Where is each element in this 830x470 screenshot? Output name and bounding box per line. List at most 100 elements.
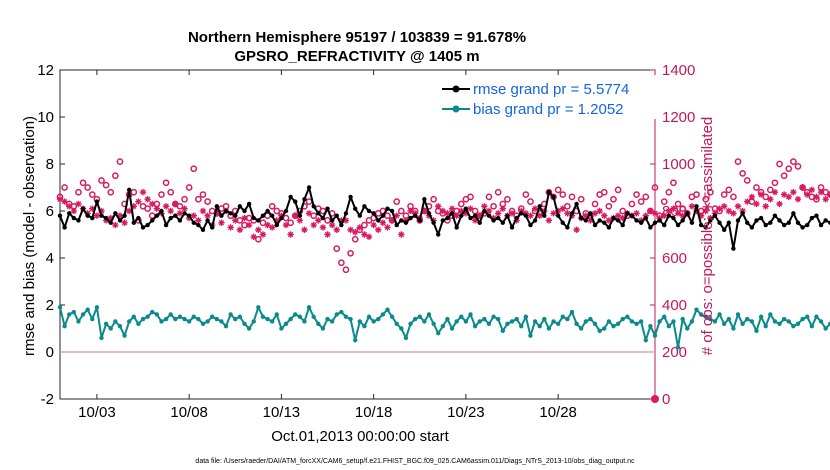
rmse-point	[117, 218, 123, 223]
bias-point	[486, 321, 492, 326]
rmse-point	[574, 201, 579, 207]
rmse-point	[131, 220, 136, 225]
obs-possible-point	[204, 198, 211, 205]
rmse-point	[205, 218, 210, 223]
obs-possible-point	[734, 158, 742, 165]
obs-assimilated-point	[462, 210, 470, 217]
x-tick-label: 10/03	[78, 404, 116, 421]
obs-assimilated-point	[767, 196, 774, 203]
rmse-point	[436, 232, 441, 237]
obs-possible-point	[725, 186, 733, 194]
obs-assimilated-point	[370, 221, 377, 229]
bias-point	[565, 316, 570, 322]
obs-assimilated-point	[107, 214, 114, 222]
obs-assimilated-point	[375, 226, 382, 233]
rmse-point	[173, 213, 178, 218]
rmse-point	[675, 222, 681, 228]
obs-possible-point	[190, 165, 198, 173]
bias-point	[611, 323, 616, 329]
obs-assimilated-point	[702, 207, 709, 215]
rmse-point	[316, 211, 321, 216]
obs-assimilated-point	[458, 207, 465, 215]
obs-assimilated-point	[324, 231, 331, 238]
rmse-point	[786, 220, 791, 225]
obs-assimilated-point	[799, 184, 806, 191]
bias-point	[242, 321, 247, 326]
rmse-point	[177, 218, 183, 223]
rmse-point	[380, 213, 386, 218]
obs-assimilated-point	[550, 210, 557, 217]
bias-point	[283, 321, 289, 326]
bias-point	[200, 321, 206, 326]
rmse-point	[297, 213, 303, 218]
bias-point	[389, 314, 395, 319]
obs-assimilated-point	[573, 226, 580, 233]
obs-possible-point	[342, 266, 350, 274]
rmse-point	[274, 222, 279, 228]
rmse-point	[196, 222, 201, 228]
rmse-point	[329, 218, 335, 223]
rmse-point	[67, 211, 72, 216]
obs-possible-point	[338, 259, 345, 267]
rmse-point	[648, 225, 653, 230]
obs-possible-point	[670, 179, 677, 187]
bias-point	[246, 326, 252, 331]
bias-point	[786, 319, 791, 324]
obs-assimilated-point	[716, 205, 723, 212]
obs-assimilated-point	[245, 221, 253, 229]
y-right-tick-label: 0	[662, 391, 670, 408]
legend-bias-marker	[452, 105, 460, 113]
obs-assimilated-point	[167, 207, 174, 215]
rmse-point	[251, 215, 256, 221]
rmse-point	[528, 222, 533, 228]
obs-assimilated-point	[379, 219, 387, 226]
obs-assimilated-point	[227, 224, 234, 231]
obs-assimilated-point	[213, 210, 221, 217]
rmse-point	[445, 215, 450, 221]
bias-point	[491, 314, 496, 319]
obs-assimilated-point	[172, 200, 179, 208]
y-axis-label-left: rmse and bias (model - observation)	[21, 116, 38, 356]
bias-point	[122, 333, 127, 338]
rmse-point	[602, 220, 607, 225]
y-left-tick-label: 4	[46, 250, 54, 267]
obs-assimilated-point	[268, 224, 276, 231]
rmse-point	[90, 215, 95, 221]
rmse-point	[666, 213, 672, 218]
rmse-point	[694, 204, 699, 209]
obs-assimilated-point	[116, 212, 124, 219]
bias-point	[233, 316, 238, 322]
y-right-tick-label: 600	[662, 250, 687, 267]
x-tick-label: 10/13	[263, 404, 301, 421]
obs-possible-point	[637, 198, 645, 205]
obs-assimilated-point	[305, 210, 313, 217]
bias-point	[168, 312, 173, 317]
bias-point	[546, 326, 552, 331]
obs-assimilated-point	[554, 207, 562, 215]
bias-point	[712, 319, 718, 324]
bias-point	[269, 319, 275, 324]
rmse-point	[495, 215, 501, 221]
rmse-point	[260, 213, 266, 218]
obs-assimilated-point	[328, 221, 336, 229]
bias-point	[768, 312, 773, 317]
bias-point	[62, 323, 67, 329]
obs-possible-point	[324, 217, 331, 224]
bias-point	[615, 321, 621, 326]
obs-assimilated-point	[112, 221, 119, 229]
obs-assimilated-point	[656, 214, 663, 222]
obs-assimilated-point	[651, 210, 659, 217]
rmse-point	[459, 213, 464, 218]
obs-assimilated-point	[508, 210, 516, 217]
rmse-point	[242, 208, 247, 214]
bias-point	[274, 312, 279, 317]
bias-point	[173, 316, 178, 322]
rmse-point	[233, 213, 238, 218]
bias-point	[814, 314, 819, 319]
y-left-tick-label: 6	[46, 203, 54, 220]
obs-assimilated-point	[582, 212, 590, 219]
obs-possible-point	[199, 191, 207, 198]
obs-assimilated-point	[711, 210, 719, 217]
bias-point	[399, 326, 404, 331]
bias-point	[108, 326, 113, 331]
